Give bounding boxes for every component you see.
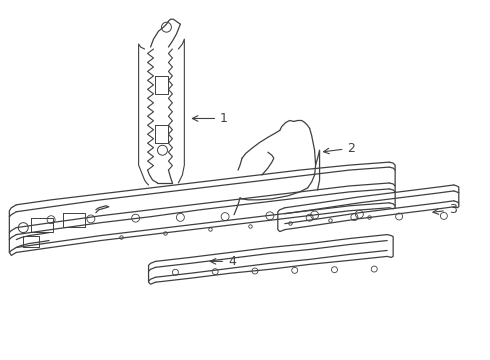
Text: 2: 2	[323, 142, 355, 155]
Text: 4: 4	[210, 255, 236, 268]
Text: 1: 1	[193, 112, 228, 125]
Text: 3: 3	[433, 203, 457, 216]
